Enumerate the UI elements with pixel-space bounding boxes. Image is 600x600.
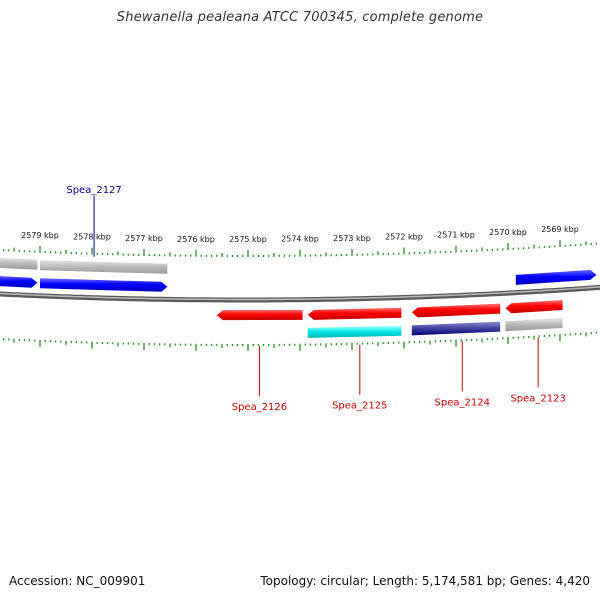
gene-label: Spea_2123 bbox=[510, 393, 565, 404]
tick-label: 2576 kbp bbox=[177, 235, 215, 244]
reverse-cds-feature bbox=[307, 307, 402, 320]
tick-label: 2577 kbp bbox=[125, 234, 163, 243]
genome-summary-text: Topology: circular; Length: 5,174,581 bp… bbox=[260, 574, 590, 588]
tick-layer: 2579 kbp 2578 kbp 2577 kbp 2576 kbp 2575 kbp… bbox=[2, 225, 598, 351]
tick-label: 2579 kbp bbox=[21, 231, 59, 240]
forward-rna-feature bbox=[40, 260, 168, 274]
gene-label: Spea_2124 bbox=[435, 397, 490, 408]
forward-cds-feature bbox=[40, 278, 168, 292]
tick-label: 2574 kbp bbox=[281, 235, 319, 244]
tick-label: 2570 kbp bbox=[489, 228, 527, 237]
gene-label: Spea_2126 bbox=[232, 402, 287, 413]
tick-label: 2572 kbp bbox=[385, 232, 423, 241]
reverse-cds-feature bbox=[505, 299, 563, 314]
tick-label: 2569 kbp bbox=[541, 225, 579, 234]
backbone-layer bbox=[0, 284, 600, 303]
label-layer: Spea_2127 Spea_2126 Spea_2125 Spea_2124 Spea… bbox=[66, 185, 566, 413]
accession-text: Accession: NC_009901 bbox=[9, 574, 146, 588]
gene-label: Spea_2125 bbox=[332, 401, 387, 412]
reverse-rna-feature bbox=[505, 317, 563, 332]
forward-cds-feature bbox=[0, 276, 38, 288]
tick-label: 2575 kbp bbox=[229, 235, 267, 244]
forward-rna-feature bbox=[0, 258, 38, 270]
reverse-cds-feature bbox=[411, 303, 501, 318]
gene-label: Spea_2127 bbox=[66, 185, 121, 196]
feature-layer bbox=[0, 258, 597, 338]
reverse-rna-feature bbox=[411, 321, 501, 336]
map-title: Shewanella pealeana ATCC 700345, complet… bbox=[116, 10, 484, 25]
tick-label: 2573 kbp bbox=[333, 234, 371, 243]
tick-label: 2571 kbp bbox=[437, 231, 475, 240]
forward-cds-feature bbox=[515, 269, 597, 285]
reverse-cds-feature bbox=[216, 309, 303, 321]
tick-label: 2578 kbp bbox=[73, 233, 111, 242]
reverse-rna-feature bbox=[307, 325, 402, 338]
backbone-highlight bbox=[0, 286, 600, 301]
